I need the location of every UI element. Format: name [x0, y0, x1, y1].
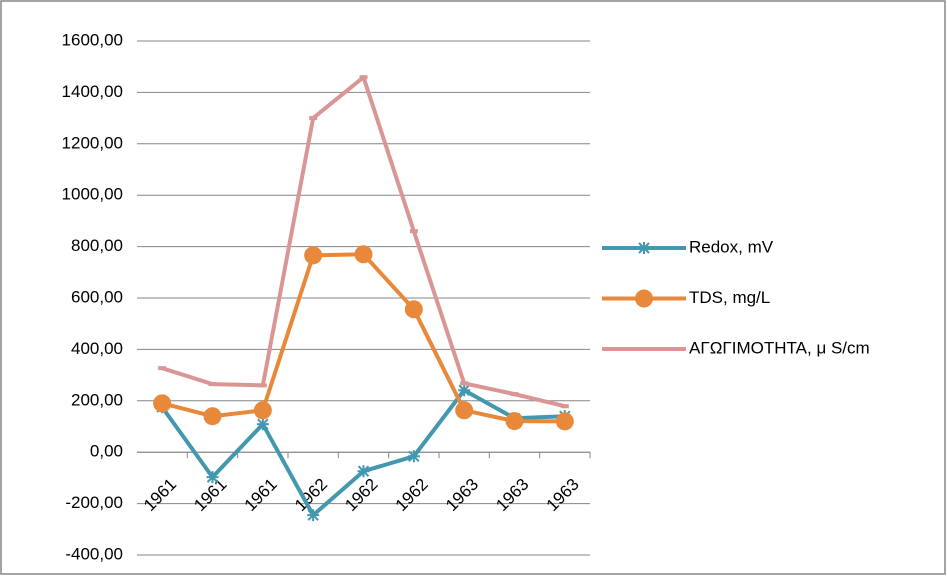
y-tick-label: 400,00 [71, 339, 123, 358]
marker [307, 509, 320, 522]
y-tick-label: 600,00 [71, 287, 123, 306]
marker-stroke [408, 450, 420, 463]
marker [638, 242, 650, 254]
y-tick-label: 1400,00 [62, 82, 123, 101]
marker [354, 245, 373, 264]
legend-label: ΑΓΩΓΙΜΟΤΗΤΑ, μ S/cm [689, 338, 870, 357]
marker-stroke [638, 242, 650, 254]
marker-stroke [257, 418, 269, 430]
marker-stroke [206, 471, 219, 483]
marker [404, 300, 423, 319]
y-tick-label: -400,00 [65, 544, 123, 563]
marker-stroke [307, 509, 319, 521]
marker-stroke [458, 384, 470, 396]
marker [253, 401, 272, 420]
marker [555, 412, 574, 431]
marker [256, 418, 269, 431]
marker [357, 465, 370, 478]
legend-label: Redox, mV [689, 237, 774, 256]
marker [258, 383, 267, 388]
marker [455, 401, 474, 420]
marker [510, 392, 519, 397]
marker [359, 75, 368, 80]
marker [208, 382, 217, 387]
legend-label: TDS, mg/L [689, 288, 770, 307]
marker-stroke [357, 465, 370, 477]
marker [158, 366, 167, 371]
marker [304, 246, 323, 265]
marker [409, 229, 418, 234]
marker [153, 394, 172, 413]
marker [640, 347, 648, 351]
y-tick-label: 1600,00 [62, 30, 123, 49]
marker [635, 289, 653, 308]
marker [458, 384, 471, 397]
marker [407, 450, 420, 463]
marker [309, 116, 318, 121]
marker [206, 471, 219, 484]
y-tick-label: 200,00 [71, 390, 123, 409]
marker [460, 381, 469, 386]
y-tick-label: -200,00 [65, 493, 123, 512]
marker [560, 404, 569, 409]
y-tick-label: 1200,00 [62, 133, 123, 152]
marker [505, 412, 524, 431]
y-tick-label: 800,00 [71, 236, 123, 255]
marker [203, 407, 222, 426]
y-tick-label: 1000,00 [62, 185, 123, 204]
y-tick-label: 0,00 [90, 442, 123, 461]
